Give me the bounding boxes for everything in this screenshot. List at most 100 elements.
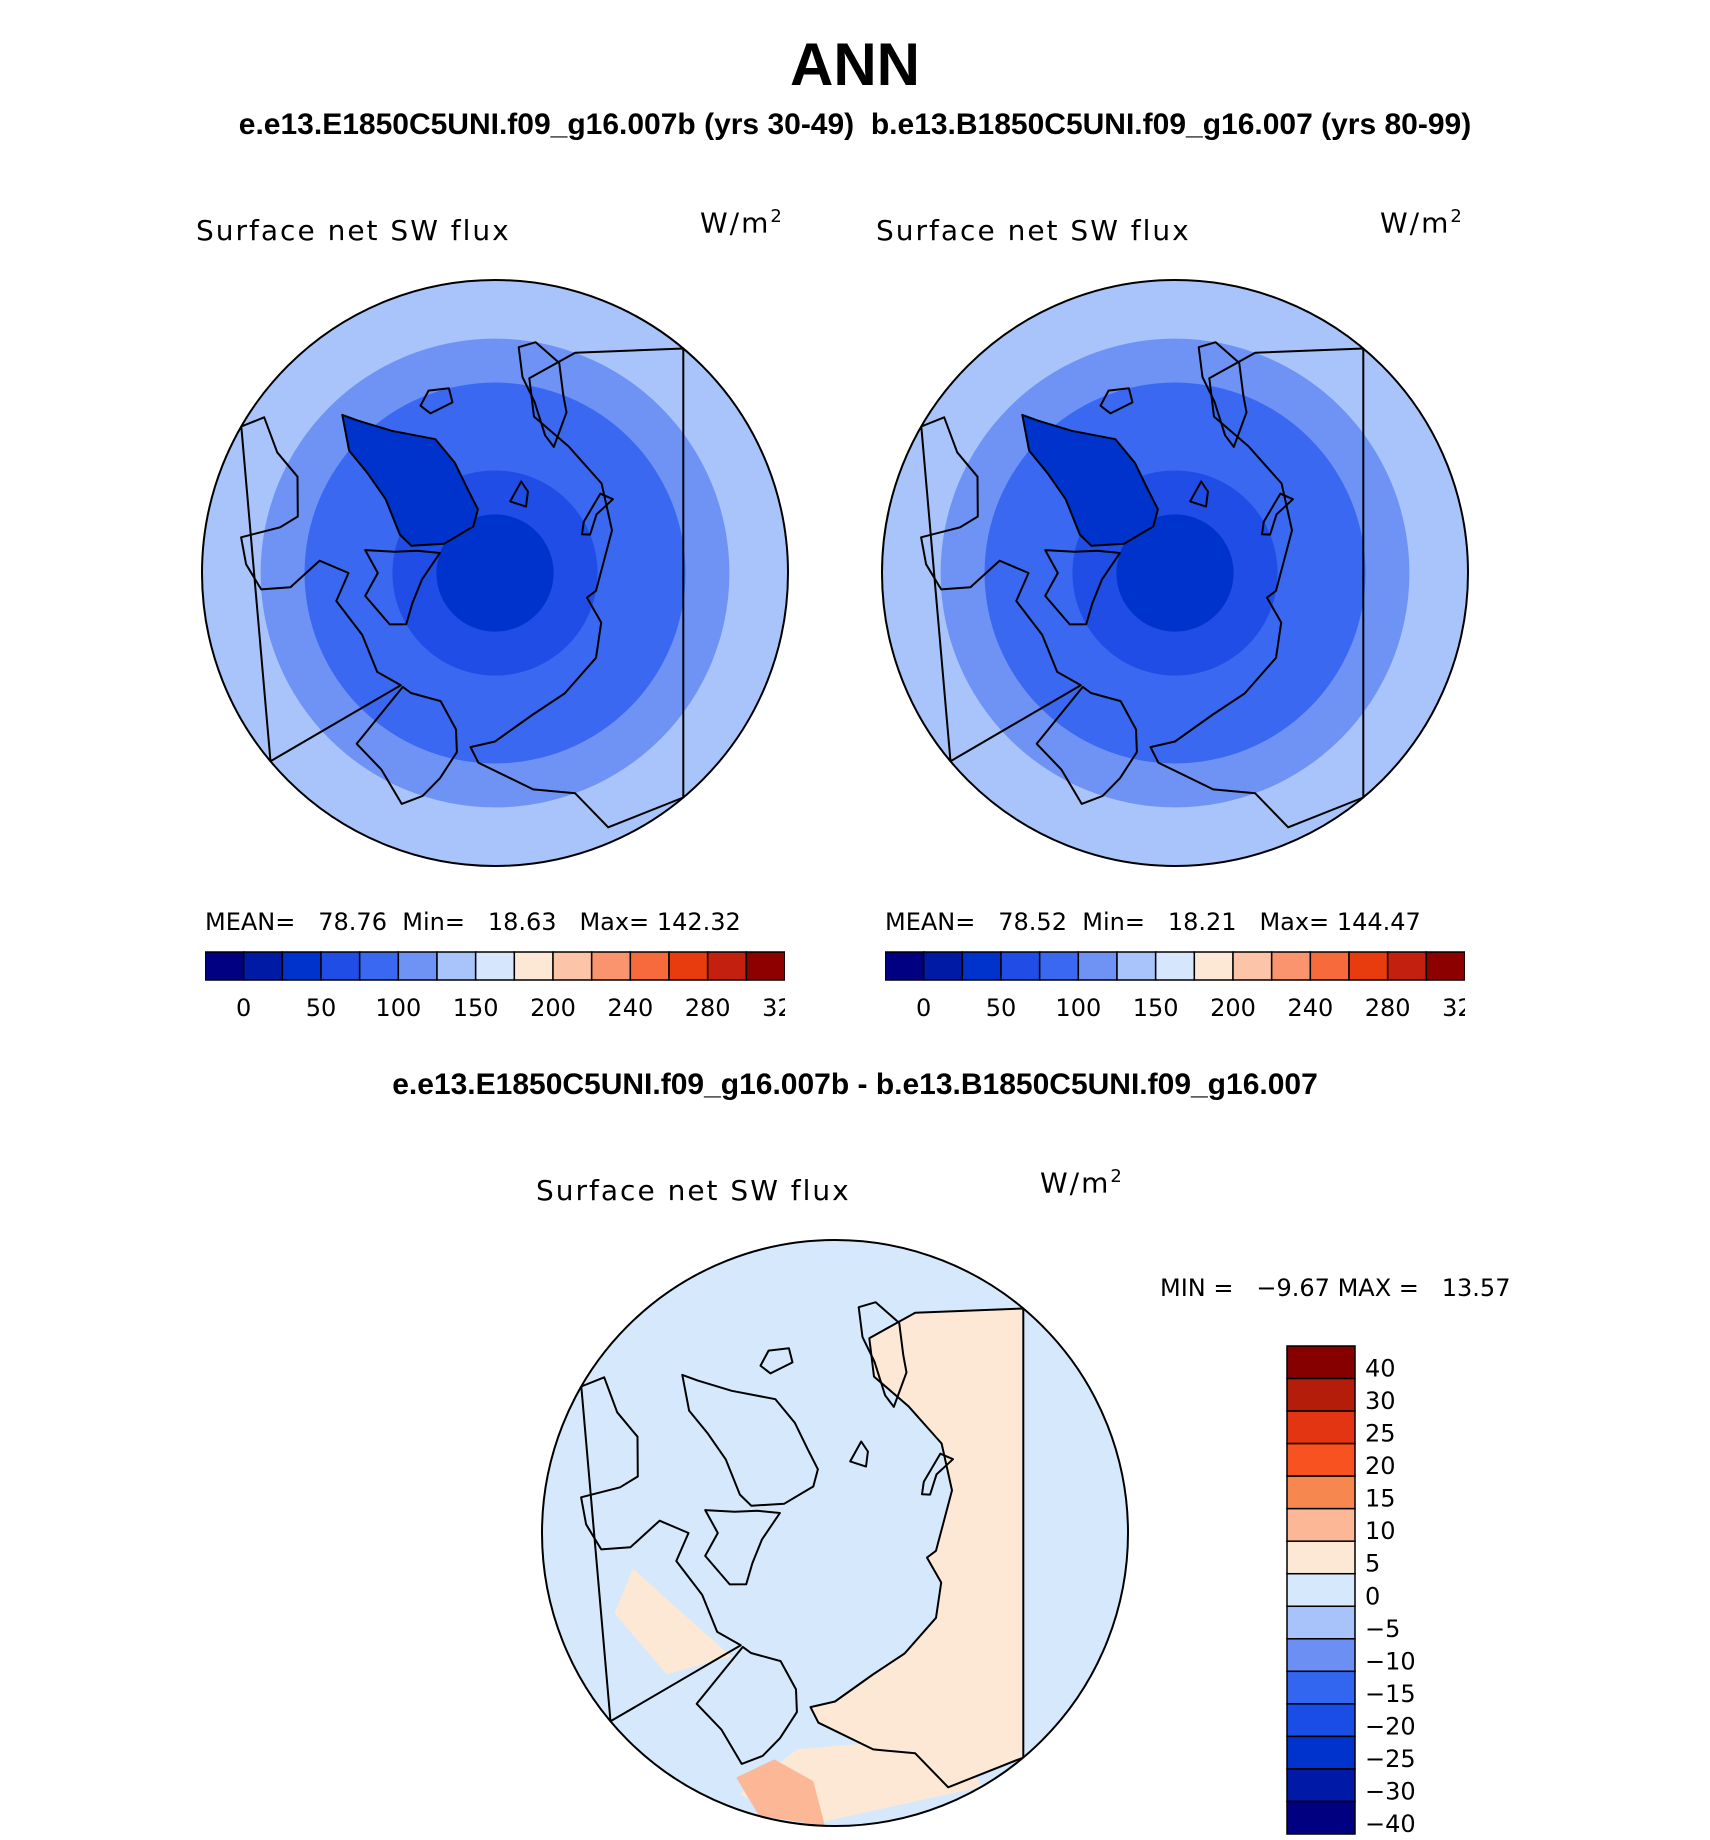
cbar2-swatch-9 [1232,951,1273,981]
panel2-max: 144.47 [1336,908,1421,936]
map1-coast-svalbard [509,480,529,508]
cbar3-swatch-1 [1286,1377,1356,1412]
map2-coast-greenland [1021,413,1159,547]
cbar2-swatch-8 [1193,951,1234,981]
panel1-field-label: Surface net SW flux [196,214,511,247]
map2-fill-greenland-fill [1022,414,1158,546]
cbar2-swatch-12 [1348,951,1389,981]
cbar2-swatch-6 [1116,951,1157,981]
map2-coast-eurasia [1149,347,1365,829]
map2-coast-svalbard [1189,480,1209,508]
map2-fill-band-82 [1116,514,1234,632]
map1-fill-band-82 [436,514,554,632]
cbar2-swatch-3 [1000,951,1041,981]
cbar3-swatch-4 [1286,1475,1356,1510]
map3-fill-layer [542,1240,1128,1826]
cbar2-swatch-11 [1309,951,1350,981]
cbar2-ticks-tick-1: 50 [986,994,1017,1022]
cbar1-swatch-9 [552,951,593,981]
panel1-mean-label: MEAN= [205,908,296,936]
cbar1-swatch-8 [513,951,554,981]
map-panel-3 [541,1239,1129,1827]
cbar1-swatch-2 [281,951,322,981]
map3-coast-novayazemlya [921,1452,954,1496]
map2-coastlines [920,341,1365,829]
colorbar2-swatches [885,951,1465,981]
map3-coast-archipelago [704,1509,781,1586]
cbar2-swatch-4 [1038,951,1080,981]
panel2-mean: 78.52 [998,908,1067,936]
panel3-field-label: Surface net SW flux [536,1174,851,1207]
map2-coast-novayazemlya [1261,492,1294,536]
map-panel-1 [201,279,789,867]
cbar1-ticks-tick-2: 100 [375,994,421,1022]
panel2-min: 18.21 [1167,908,1237,936]
map1-boundary [201,279,789,867]
cbar1-ticks-tick-3: 150 [453,994,499,1022]
cbar3-tick-2: 25 [1365,1420,1396,1448]
colorbar1-swatches [205,951,785,981]
colorbar1-tick-labels: 0 50 100 150 200 240 280 320 [236,994,785,1022]
cbar1-ticks-tick-6: 280 [685,994,731,1022]
panel2-max-label: Max= [1259,908,1330,936]
panel2-mean-label: MEAN= [885,908,976,936]
cbar3-swatch-9 [1286,1638,1356,1673]
map3-coast-alaska [695,1645,798,1765]
panel3-max-label: MAX = [1337,1274,1419,1302]
colorbar-3: 40 30 25 20 15 10 5 0 −5 −10 −15 −20 −25 −30 −40 [1286,1345,1416,1835]
cbar1-swatch-14 [745,951,785,981]
cbar2-swatch-1 [922,951,964,981]
cbar1-swatch-3 [320,951,361,981]
cbar3-tick-6: 5 [1365,1550,1380,1578]
cbar1-swatch-11 [629,951,670,981]
cbar1-swatch-12 [668,951,709,981]
cbar2-swatch-2 [961,951,1002,981]
panel3-stats: MIN = −9.67 MAX = 13.57 [1160,1274,1510,1302]
cbar3-swatch-10 [1286,1670,1356,1705]
cbar1-ticks-tick-7: 320 [762,994,785,1022]
map-panel-2 [881,279,1469,867]
panel3-units-sup: 2 [1110,1166,1124,1187]
cbar3-swatch-8 [1286,1605,1356,1640]
colorbar-1: 0 50 100 150 200 240 280 320 [205,951,785,1022]
map2-coast-scandinavia [1197,341,1248,448]
map2-coast-canada [920,416,1082,763]
panel3-min-label: MIN = [1160,1274,1234,1302]
map1-coast-canada [240,416,402,763]
cbar2-ticks-tick-4: 200 [1210,994,1256,1022]
panel3-units-text: W/m [1040,1166,1111,1200]
cbar1-swatch-6 [436,951,477,981]
panel2-units: W/m2 [1380,206,1464,239]
cbar3-swatch-5 [1286,1507,1356,1542]
cbar3-swatch-7 [1286,1572,1356,1608]
cbar2-ticks-tick-7: 320 [1442,994,1465,1022]
colorbar2-tick-labels: 0 50 100 150 200 240 280 320 [916,994,1465,1022]
panel1-max-label: Max= [579,908,650,936]
cbar1-ticks-tick-1: 50 [306,994,337,1022]
map2-fill-layer [882,280,1468,866]
map1-coast-scandinavia [517,341,568,448]
colorbar3-swatches [1286,1345,1356,1835]
cbar2-ticks-tick-6: 280 [1365,994,1411,1022]
cbar1-swatch-7 [474,951,516,981]
cbar3-tick-8: −5 [1365,1615,1400,1643]
panel2-min-label: Min= [1082,908,1145,936]
map2-coast-alaska [1035,685,1138,805]
panel1-units-text: W/m [700,206,771,240]
cbar3-swatch-2 [1286,1410,1356,1445]
panel1-max: 142.32 [656,908,741,936]
panel1-stats: MEAN= 78.76 Min= 18.63 Max= 142.32 [205,908,741,936]
panel1-mean: 78.76 [318,908,387,936]
panel3-min: −9.67 [1256,1274,1330,1302]
panel2-units-sup: 2 [1450,206,1464,227]
map1-coast-alaska [355,685,458,805]
cbar3-tick-5: 10 [1365,1517,1396,1545]
cbar2-swatch-0 [885,951,925,981]
cbar1-ticks-tick-5: 240 [607,994,653,1022]
map3-coast-svalbard [849,1440,869,1468]
panel3-max: 13.57 [1441,1274,1511,1302]
panel1-units: W/m2 [700,206,784,239]
cbar3-tick-4: 15 [1365,1485,1396,1513]
panel1-min: 18.63 [487,908,557,936]
cbar3-tick-13: −30 [1365,1777,1416,1805]
